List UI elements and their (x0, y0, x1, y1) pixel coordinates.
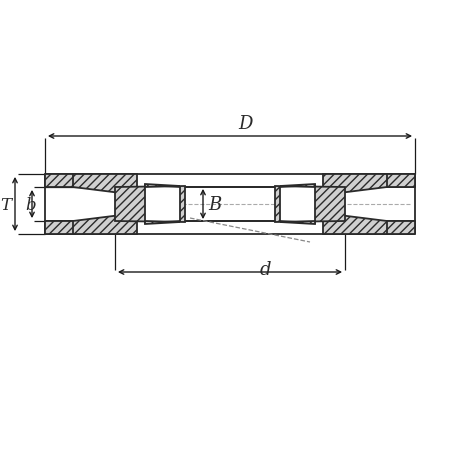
Polygon shape (145, 185, 179, 188)
Polygon shape (384, 222, 414, 235)
Polygon shape (145, 222, 179, 224)
Text: B: B (207, 196, 221, 213)
Polygon shape (280, 185, 314, 224)
Text: D: D (237, 115, 252, 133)
Polygon shape (45, 174, 75, 188)
Polygon shape (73, 174, 137, 196)
Polygon shape (322, 174, 386, 196)
Text: T: T (0, 196, 11, 213)
Polygon shape (384, 174, 414, 188)
Text: b: b (26, 196, 36, 213)
Polygon shape (115, 187, 185, 223)
Polygon shape (280, 222, 314, 224)
Polygon shape (73, 213, 137, 235)
Polygon shape (322, 213, 386, 235)
Polygon shape (274, 187, 344, 223)
Text: d: d (259, 260, 270, 279)
Polygon shape (45, 222, 75, 235)
Polygon shape (280, 185, 314, 188)
Polygon shape (145, 185, 179, 224)
